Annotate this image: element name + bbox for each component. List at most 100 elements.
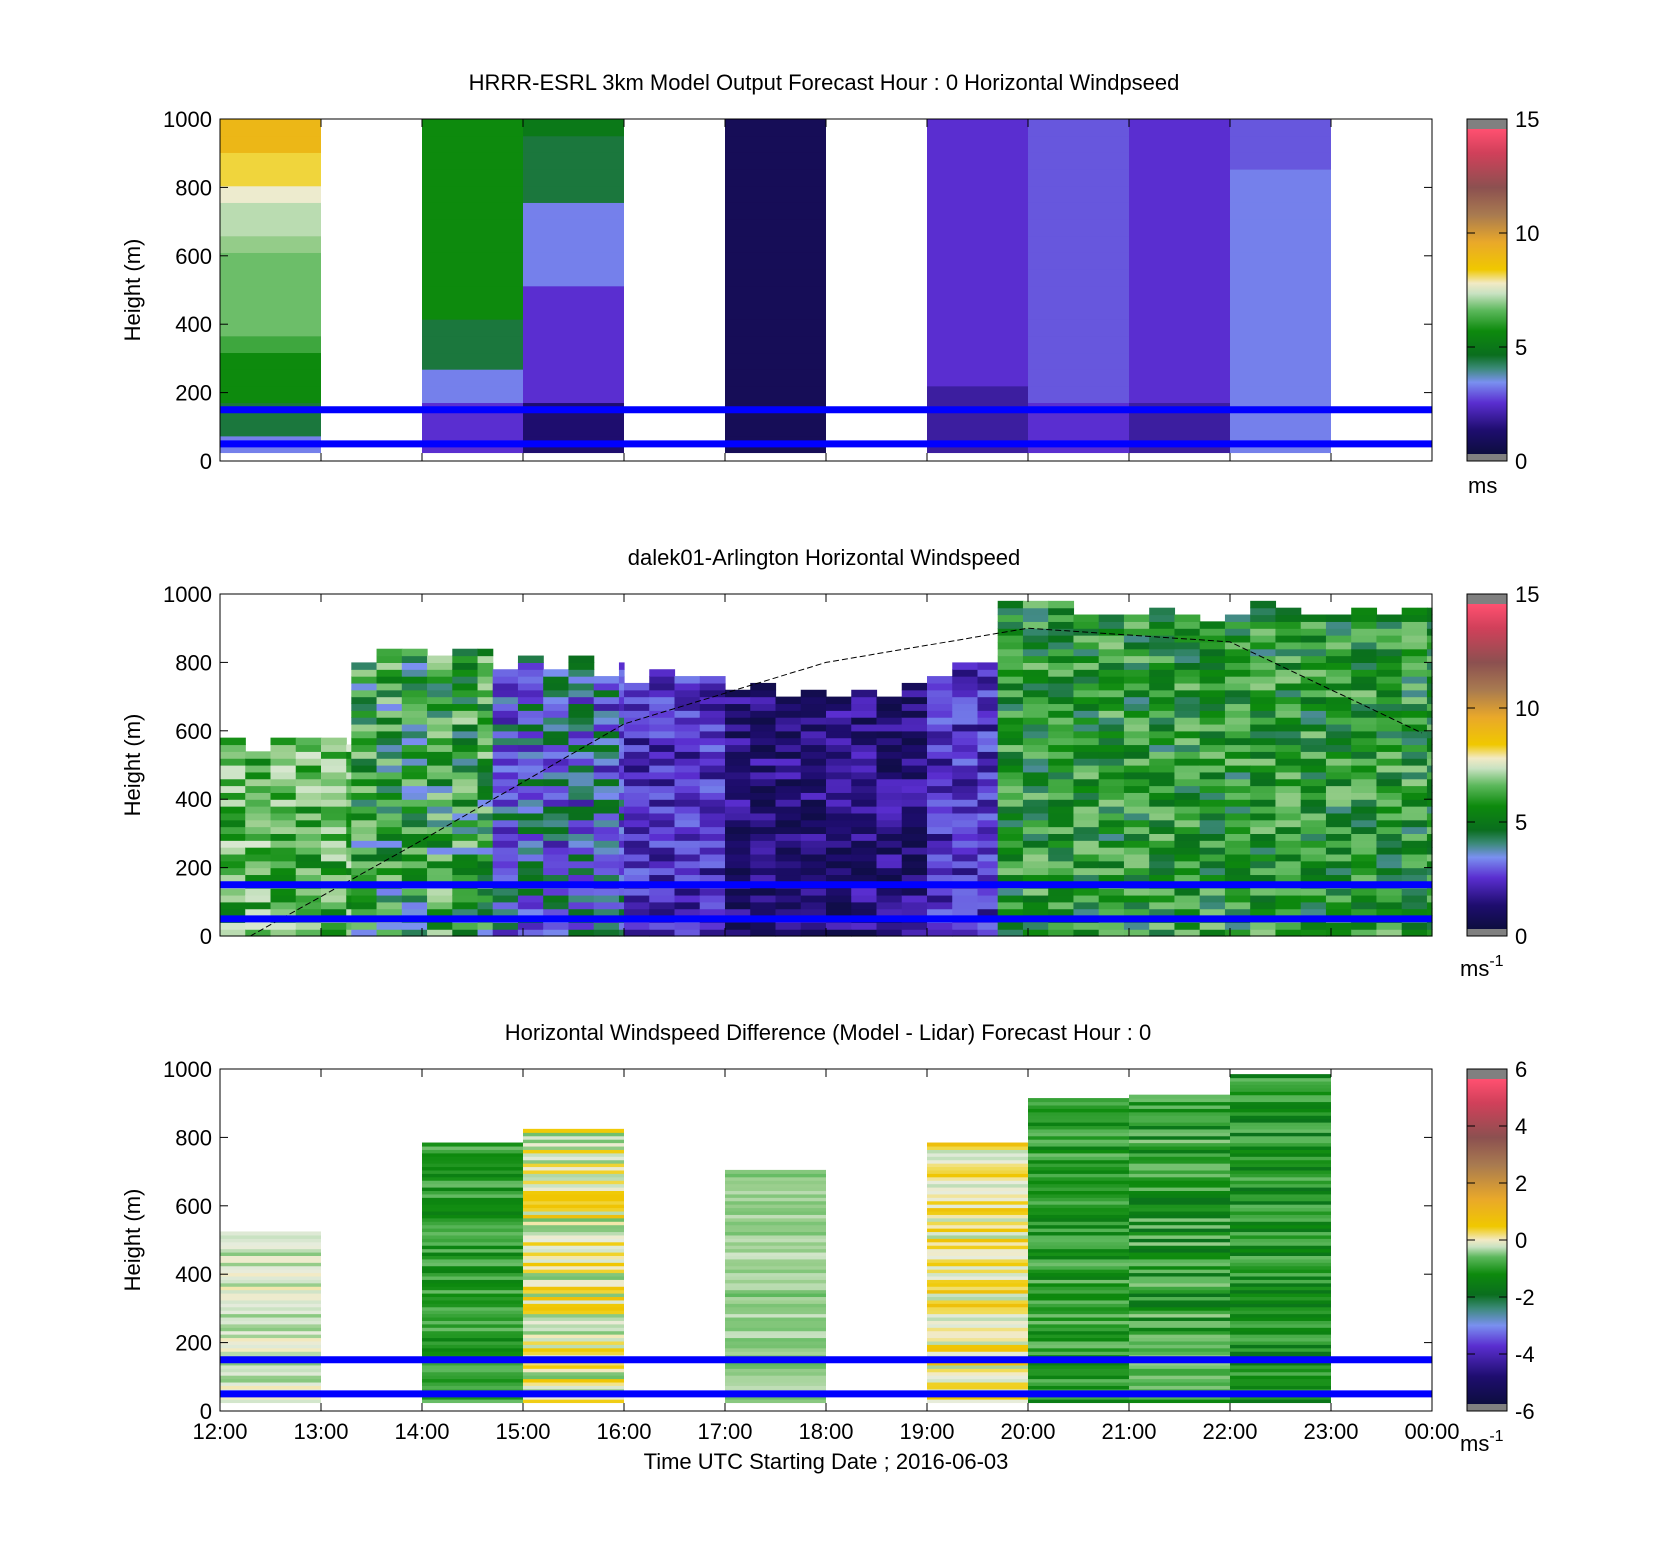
heatmap-cell	[523, 202, 624, 220]
heatmap-cell	[1129, 1152, 1230, 1157]
heatmap-cell	[1376, 840, 1403, 848]
heatmap-cell	[593, 894, 620, 903]
heatmap-cell	[220, 1330, 321, 1335]
heatmap-cell	[1351, 806, 1378, 814]
heatmap-cell	[618, 751, 625, 759]
heatmap-cell	[927, 819, 953, 828]
heatmap-cell	[1028, 1241, 1129, 1246]
heatmap-cell	[1426, 901, 1433, 910]
heatmap-cell	[624, 744, 650, 752]
heatmap-cell	[927, 1210, 1028, 1215]
heatmap-cell	[1123, 894, 1150, 903]
x-tick-label: 20:00	[1000, 1419, 1055, 1444]
heatmap-cell	[1325, 662, 1352, 670]
heatmap-cell	[1028, 1238, 1129, 1243]
heatmap-cell	[220, 778, 246, 787]
heatmap-cell	[401, 723, 428, 732]
heatmap-cell	[725, 285, 826, 303]
heatmap-cell	[517, 765, 544, 773]
heatmap-cell	[477, 853, 494, 862]
heatmap-cell	[1129, 1275, 1230, 1280]
heatmap-cell	[927, 1241, 1028, 1246]
heatmap-cell	[1149, 607, 1176, 616]
heatmap-cell	[517, 682, 544, 691]
heatmap-cell	[851, 806, 878, 814]
heatmap-cell	[1275, 648, 1302, 657]
heatmap-cell	[725, 847, 751, 855]
heatmap-cell	[1123, 833, 1150, 841]
heatmap-cell	[1351, 785, 1378, 793]
heatmap-cell	[1250, 607, 1277, 616]
heatmap-cell	[624, 751, 650, 759]
heatmap-cell	[699, 894, 726, 903]
heatmap-cell	[452, 758, 479, 766]
heatmap-cell	[1149, 929, 1176, 937]
heatmap-cell	[245, 765, 272, 773]
heatmap-cell	[1174, 901, 1201, 910]
heatmap-cell	[800, 723, 827, 732]
heatmap-cell	[492, 792, 519, 800]
colorbar-tick-label: 2	[1515, 1171, 1527, 1196]
heatmap-cell	[1123, 765, 1150, 773]
heatmap-cell	[1028, 1183, 1129, 1188]
heatmap-cell	[725, 908, 751, 917]
heatmap-cell	[295, 929, 322, 937]
heatmap-cell	[1123, 771, 1150, 780]
heatmap-cell	[401, 662, 428, 670]
heatmap-cell	[1174, 689, 1201, 698]
heatmap-cell	[1129, 1104, 1230, 1109]
heatmap-cell	[1129, 202, 1230, 220]
heatmap-cell	[477, 758, 494, 766]
heatmap-cell	[401, 867, 428, 876]
heatmap-cell	[851, 771, 878, 780]
heatmap-cell	[725, 1231, 826, 1236]
y-tick-label: 600	[175, 244, 212, 269]
heatmap-cell	[800, 771, 827, 780]
heatmap-cell	[927, 1313, 1028, 1318]
heatmap-cell	[1300, 819, 1327, 828]
heatmap-cell	[427, 676, 453, 684]
heatmap-cell	[422, 235, 523, 253]
heatmap-cell	[1351, 894, 1378, 903]
heatmap-cell	[543, 806, 570, 814]
heatmap-cell	[927, 901, 953, 910]
heatmap-cell	[997, 655, 1024, 663]
heatmap-cell	[543, 696, 570, 705]
heatmap-cell	[1230, 1214, 1331, 1219]
heatmap-cell	[1129, 1142, 1230, 1147]
heatmap-cell	[1028, 1303, 1129, 1308]
heatmap-cell	[220, 1275, 321, 1280]
heatmap-cell	[876, 778, 903, 787]
heatmap-cell	[523, 1330, 624, 1335]
heatmap-cell	[927, 369, 1028, 387]
heatmap-cell	[1275, 655, 1302, 663]
heatmap-cell	[699, 744, 726, 752]
heatmap-cell	[750, 689, 777, 698]
heatmap-cell	[1199, 635, 1226, 643]
heatmap-cell	[245, 771, 272, 780]
heatmap-cell	[1129, 1221, 1230, 1226]
heatmap-cell	[523, 1180, 624, 1185]
heatmap-cell	[901, 894, 928, 903]
heatmap-cell	[1022, 751, 1049, 759]
heatmap-cell	[674, 696, 701, 705]
heatmap-cell	[1275, 894, 1302, 903]
heatmap-cell	[977, 867, 999, 876]
heatmap-cell	[220, 908, 246, 917]
y-tick-label: 600	[175, 719, 212, 744]
heatmap-cell	[220, 922, 246, 930]
heatmap-cell	[876, 703, 903, 711]
heatmap-cell	[1230, 1306, 1331, 1311]
heatmap-cell	[1129, 1395, 1230, 1400]
heatmap-cell	[977, 737, 999, 746]
heatmap-cell	[1401, 655, 1428, 663]
heatmap-cell	[927, 352, 1028, 370]
heatmap-cell	[1022, 723, 1049, 732]
heatmap-cell	[517, 771, 544, 780]
heatmap-cell	[1123, 888, 1150, 896]
heatmap-cell	[422, 1258, 523, 1263]
heatmap-cell	[477, 710, 494, 718]
heatmap-cell	[543, 922, 570, 930]
heatmap-cell	[1250, 689, 1277, 698]
